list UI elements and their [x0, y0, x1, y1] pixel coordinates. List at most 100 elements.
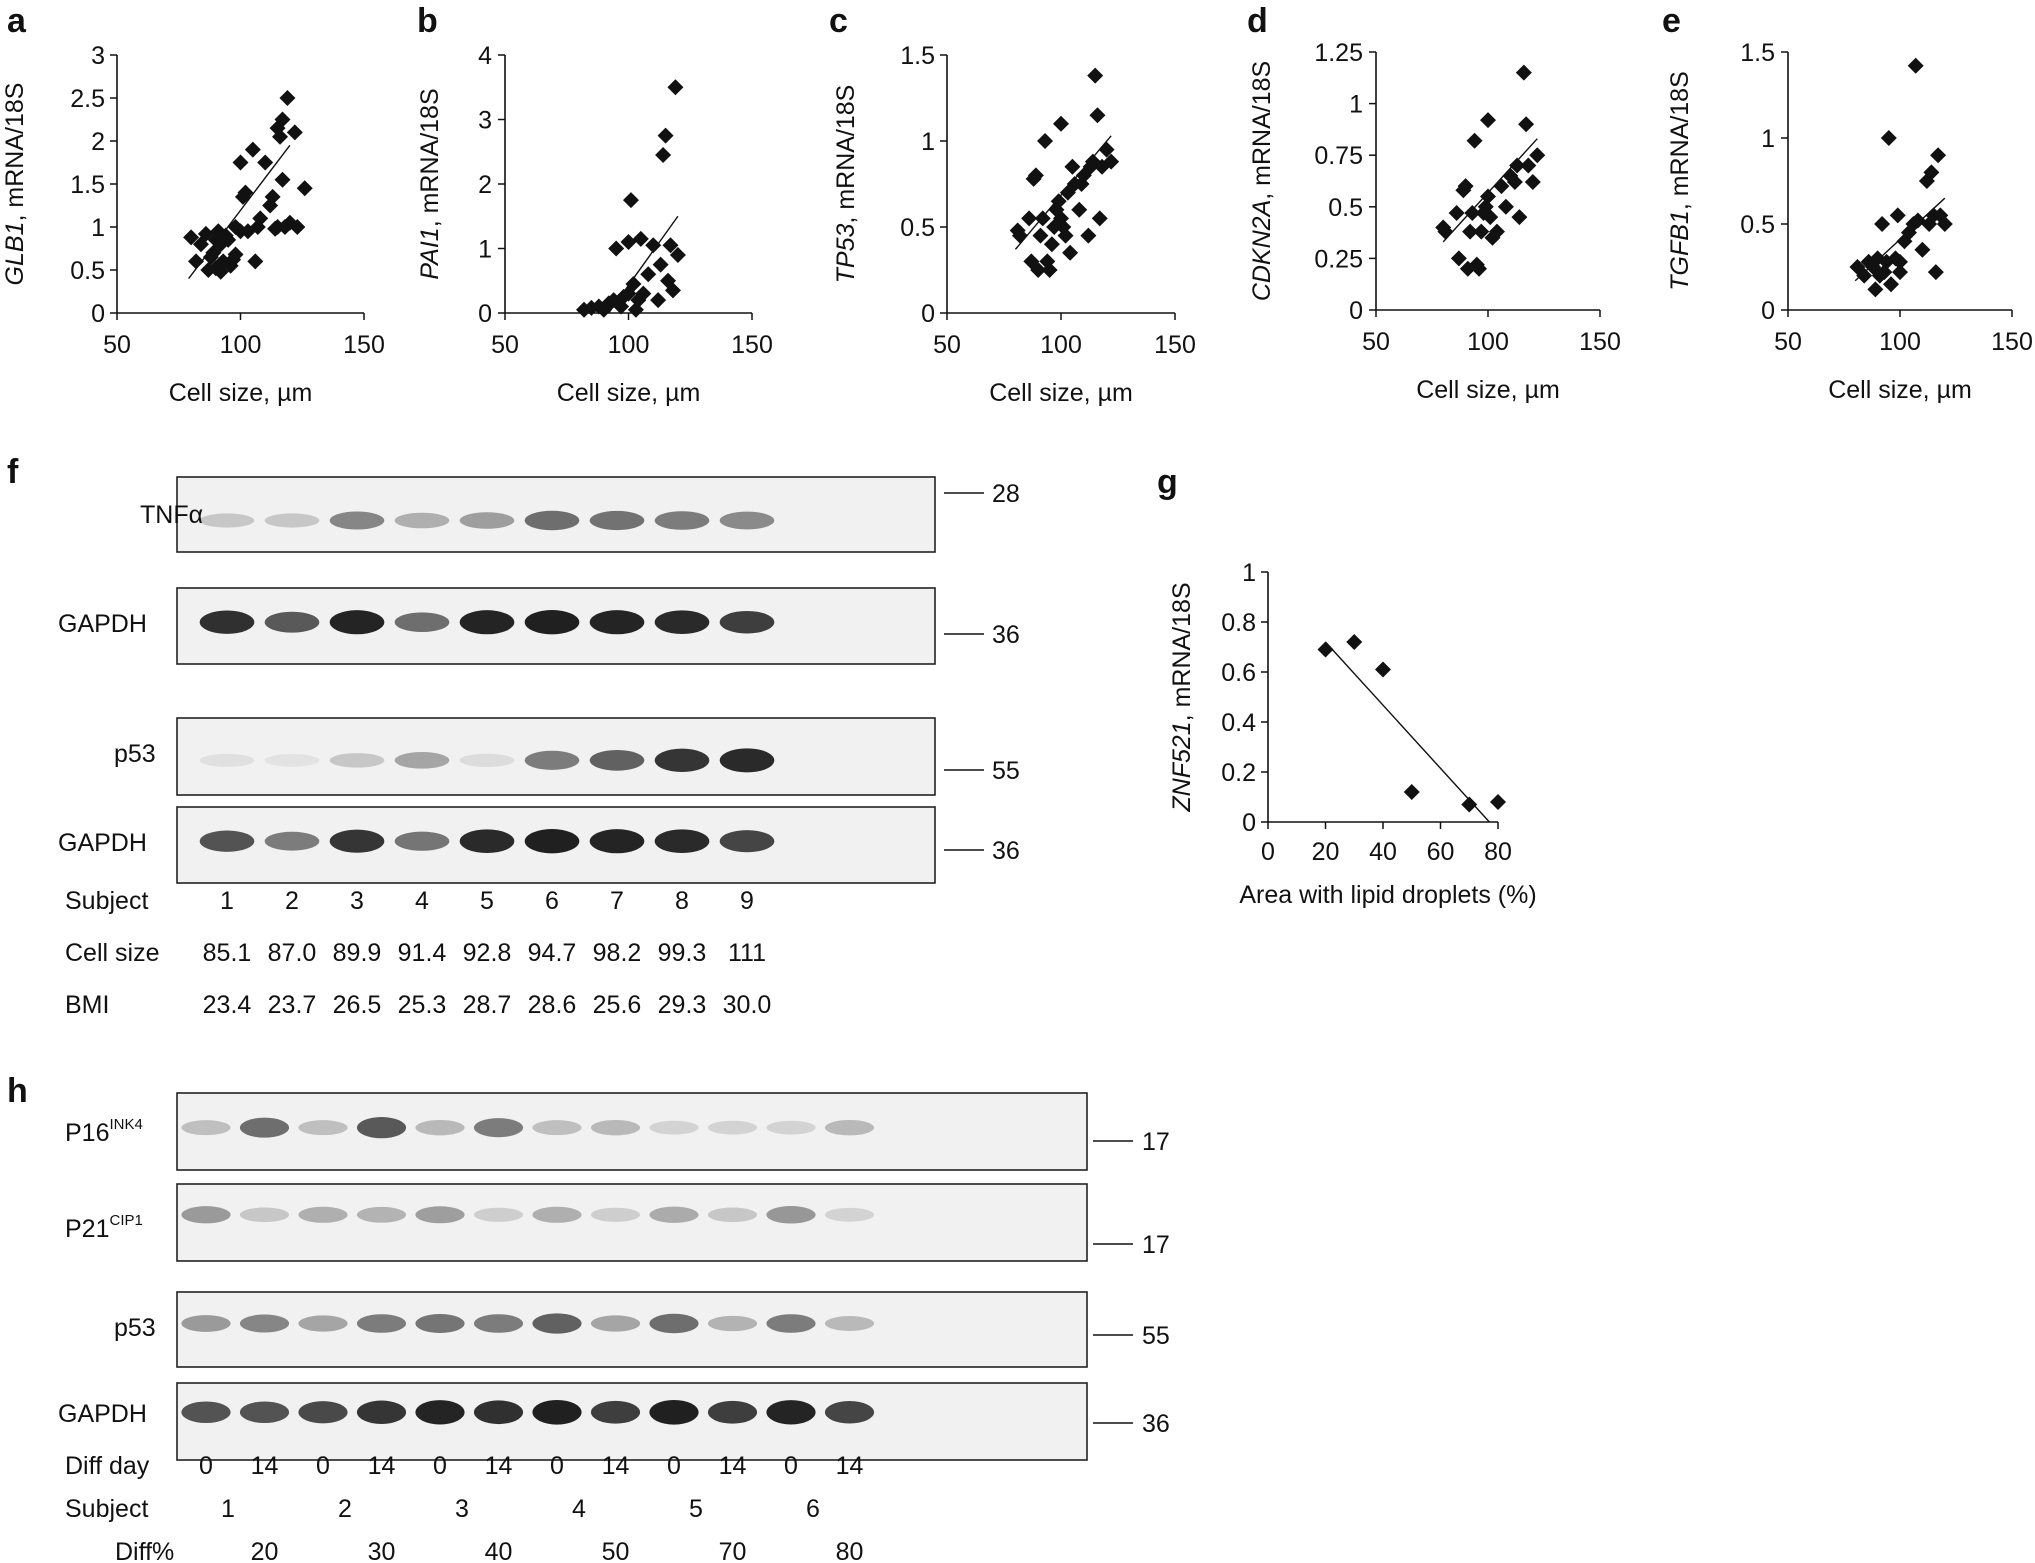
y-tick-label: 0.4 [1221, 709, 1256, 737]
band [524, 829, 580, 854]
row-value: 0 [667, 1452, 681, 1480]
band [532, 1399, 582, 1425]
row-value: 30.0 [723, 991, 772, 1019]
data-point [1497, 198, 1514, 215]
x-tick-label: 100 [220, 331, 262, 359]
data-point [1030, 262, 1047, 278]
row-value: 0 [433, 1452, 447, 1480]
blot-label: GAPDH [58, 829, 147, 857]
x-tick-label: 150 [731, 331, 773, 359]
blot-strip: GAPDH 36 [58, 806, 1020, 884]
row-label: Subject [65, 1495, 148, 1523]
y-tick-label: 0.25 [1314, 245, 1363, 273]
data-point [1064, 158, 1081, 175]
row-value: 92.8 [463, 939, 512, 967]
y-tick-label: 1 [1242, 559, 1256, 587]
blot-protein: P16 [65, 1119, 109, 1147]
band [239, 1401, 290, 1424]
table-row: Subject 1 2 3 4 5 6 7 8 9 [65, 887, 754, 915]
band [766, 1400, 816, 1425]
blot-label: p53 [114, 1314, 156, 1342]
data-point [1103, 153, 1120, 170]
blot-superscript: CIP1 [109, 1212, 142, 1229]
data-point [1515, 64, 1532, 81]
data-point [220, 231, 237, 248]
x-tick-label: 150 [343, 331, 385, 359]
y-axis-unit: , mRNA/18S [1666, 71, 1694, 210]
y-tick-label: 0.8 [1221, 609, 1256, 637]
row-value: 70 [719, 1538, 747, 1563]
data-point [1876, 264, 1893, 281]
table-row: BMI 23.4 23.7 26.5 25.3 28.7 28.6 25.6 29.3 30.0 [65, 991, 771, 1019]
band [415, 1119, 465, 1136]
marker-kda: 55 [992, 757, 1020, 785]
y-tick-label: 0 [1242, 809, 1256, 837]
data-point [667, 79, 684, 96]
row-label: Cell size [65, 939, 159, 967]
band [719, 610, 775, 634]
x-tick-label: 60 [1427, 838, 1455, 866]
y-axis-unit: , mRNA/18S [1248, 61, 1276, 200]
y-tick-label: 0 [921, 300, 935, 328]
band [181, 1315, 231, 1332]
blot-protein: p53 [114, 740, 156, 768]
data-point [1509, 157, 1526, 174]
panel-f-western-blot: f TNFα 28 GAPDH 36 p53 55 GAPDH 36 Subject 1 2 3 4 5 6 7… [7, 453, 1020, 1019]
blot-label: TNFα [140, 501, 203, 529]
data-point [664, 282, 681, 299]
band [654, 748, 710, 773]
data-point [652, 256, 669, 273]
y-tick-label: 0.5 [900, 214, 935, 242]
blot-protein: p53 [114, 1314, 156, 1342]
band [719, 830, 775, 853]
data-point [622, 192, 639, 209]
band [524, 510, 580, 531]
band [394, 752, 450, 769]
band [459, 829, 515, 854]
y-axis-label: TGFB1, mRNA/18S [1666, 71, 1694, 291]
data-point [264, 188, 281, 205]
band [181, 1120, 231, 1136]
row-value: 8 [675, 887, 689, 915]
band [298, 1315, 348, 1332]
data-point [1471, 260, 1488, 277]
data-point [274, 171, 291, 188]
row-value: 28.7 [463, 991, 512, 1019]
data-point [1482, 209, 1499, 226]
data-point [1883, 276, 1900, 293]
row-value: 111 [728, 939, 766, 967]
y-tick-label: 1 [1349, 91, 1363, 119]
data-point [608, 240, 625, 257]
data-point [227, 246, 244, 263]
subject-row: Subject 1 2 3 4 5 6 [65, 1495, 820, 1523]
band [824, 1316, 875, 1331]
gene-name: TGFB1 [1666, 210, 1694, 291]
x-tick-label: 100 [1040, 331, 1082, 359]
y-tick-label: 0.75 [1314, 142, 1363, 170]
x-tick-label: 80 [1484, 838, 1512, 866]
row-value: 14 [251, 1452, 279, 1480]
data-point [662, 237, 679, 254]
y-tick-label: 1.5 [1740, 39, 1775, 67]
x-axis-label: Area with lipid droplets (%) [1239, 881, 1536, 909]
data-point [1403, 784, 1420, 800]
marker-kda: 17 [1142, 1128, 1170, 1156]
data-point [286, 124, 303, 141]
data-point [1027, 167, 1044, 184]
band [329, 511, 385, 530]
panel-letter: e [1662, 2, 1681, 40]
row-value: 91.4 [398, 939, 447, 967]
y-tick-label: 3 [478, 107, 492, 135]
band [524, 750, 580, 770]
data-point [1098, 141, 1115, 158]
row-value: 14 [485, 1452, 513, 1480]
row-value: 20 [251, 1538, 279, 1563]
band [590, 1207, 641, 1222]
band [473, 1118, 524, 1138]
blot-strip: GAPDH 36 [58, 587, 1020, 665]
band [654, 511, 710, 530]
band [199, 610, 255, 634]
blot-superscript: INK4 [109, 1116, 142, 1133]
regression-line [1442, 138, 1538, 243]
scatter-panel-d: d 0 0.25 0.5 0.75 1 1.25 50 100 150 Cell size, µm C… [1247, 2, 1621, 404]
